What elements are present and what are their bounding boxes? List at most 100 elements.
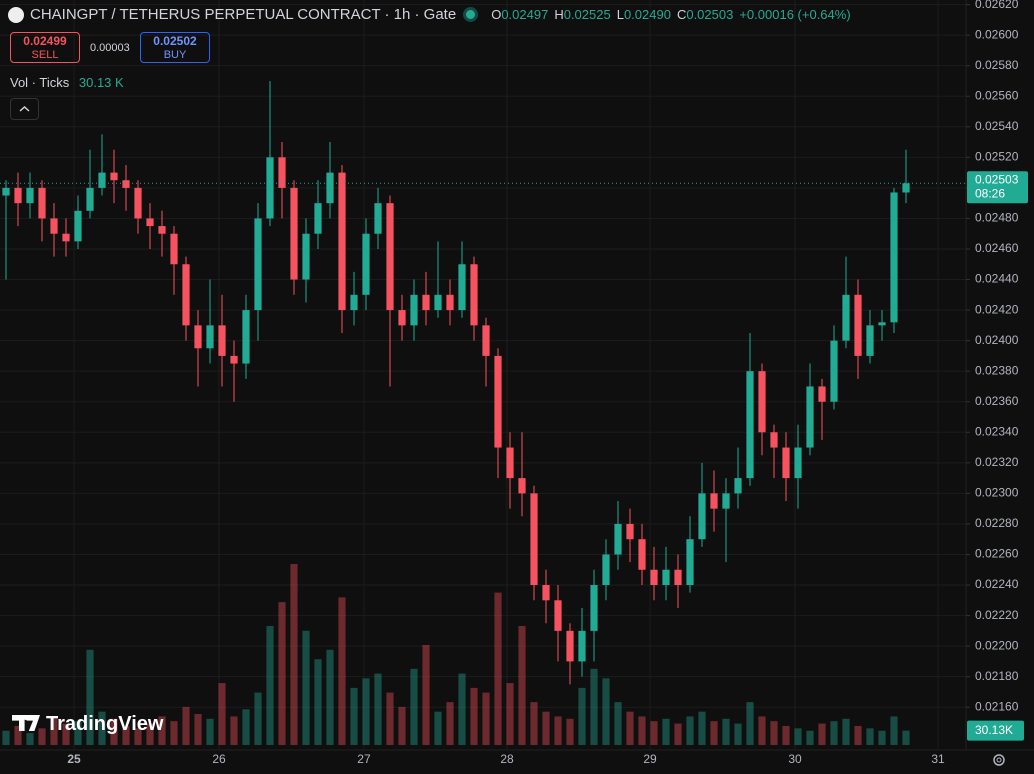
volume-bar <box>614 702 622 745</box>
candle-body <box>158 226 166 234</box>
candle-body <box>146 218 154 227</box>
candle-body <box>698 493 706 540</box>
candle-body <box>326 172 334 204</box>
settings-icon[interactable] <box>993 754 1005 766</box>
volume-badge <box>967 720 1024 741</box>
volume-bar <box>566 718 574 745</box>
symbol-icon <box>8 6 24 23</box>
volume-bar <box>626 711 634 745</box>
collapse-button[interactable] <box>10 98 39 120</box>
y-tick-label: 0.02320 <box>975 455 1019 469</box>
candle-body <box>566 630 574 662</box>
status-dot <box>466 10 476 19</box>
volume-bar <box>62 723 70 745</box>
volume-bar <box>278 602 286 745</box>
candle-body <box>254 218 262 311</box>
candle-body <box>50 218 58 234</box>
volume-bar <box>770 721 778 745</box>
volume-bar <box>878 730 886 745</box>
candle-body <box>194 325 202 349</box>
y-tick-label: 0.02160 <box>975 699 1019 713</box>
price-badge-label: 0.02503 <box>975 172 1019 186</box>
volume-bar <box>314 659 322 745</box>
volume-bar <box>398 706 406 745</box>
candle-body <box>830 340 838 402</box>
candle-body <box>2 187 10 196</box>
volume-bar <box>374 673 382 745</box>
volume-bar <box>98 711 106 745</box>
y-tick-label: 0.02480 <box>975 211 1019 225</box>
volume-bar <box>50 716 58 745</box>
volume-bar <box>254 692 262 745</box>
x-tick-label: 28 <box>500 752 514 766</box>
volume-bar <box>518 625 526 745</box>
candle-body <box>590 585 598 631</box>
candle-body <box>638 539 646 570</box>
volume-bar <box>86 649 94 745</box>
y-tick-label: 0.02600 <box>975 27 1019 41</box>
y-tick-label: 0.02440 <box>975 272 1019 286</box>
volume-bar <box>38 728 46 745</box>
volume-bar <box>290 564 298 745</box>
volume-bar <box>362 678 370 745</box>
candle-body <box>854 294 862 356</box>
candle-body <box>446 294 454 311</box>
candle-body <box>578 630 586 662</box>
candle-body <box>302 233 310 280</box>
volume-bar <box>698 711 706 745</box>
volume-bar <box>266 625 274 745</box>
candle-body <box>110 172 118 181</box>
volume-bar <box>230 716 238 745</box>
candle-body <box>206 325 214 349</box>
volume-bar <box>206 718 214 745</box>
buy-button[interactable]: 0.02502 BUY <box>140 32 210 63</box>
candle-body <box>482 325 490 356</box>
y-tick-label: 0.02520 <box>975 150 1019 164</box>
symbol-title[interactable]: CHAINGPT / TETHERUS PERPETUAL CONTRACT ·… <box>30 6 457 23</box>
volume-bar <box>674 723 682 745</box>
candle-body <box>38 187 46 219</box>
volume-bar <box>722 718 730 745</box>
volume-bar <box>242 709 250 745</box>
candle-body <box>362 233 370 295</box>
y-tick-label: 0.02280 <box>975 516 1019 530</box>
candle-body <box>554 600 562 631</box>
volume-bar <box>854 725 862 745</box>
candle-body <box>902 183 910 193</box>
volume-bar <box>482 692 490 745</box>
volume-title: Vol · Ticks <box>10 75 70 90</box>
candle-body <box>338 172 346 311</box>
brand: TradingView <box>12 713 163 736</box>
candle-body <box>782 447 790 479</box>
volume-bar <box>530 702 538 745</box>
change: +0.00016 (+0.64%) <box>739 7 851 22</box>
price-badge <box>967 171 1028 204</box>
brand-name: TradingView <box>46 713 164 735</box>
candle-body <box>734 478 742 494</box>
candle-body <box>866 325 874 356</box>
volume-bar <box>338 597 346 745</box>
volume-bar <box>746 702 754 745</box>
y-tick-label: 0.02300 <box>975 486 1019 500</box>
ohlc-value: 0.02525 <box>563 7 611 22</box>
volume-bar <box>686 716 694 745</box>
sell-button[interactable]: 0.02499 SELL <box>10 32 80 63</box>
volume-bar <box>542 711 550 745</box>
volume-bar <box>110 718 118 745</box>
y-tick-label: 0.02540 <box>975 119 1019 133</box>
volume-bar <box>866 728 874 745</box>
candle-body <box>758 371 766 433</box>
volume-bar <box>602 678 610 745</box>
volume-bar <box>74 721 82 745</box>
volume-bar <box>890 716 898 745</box>
candle-body <box>614 523 622 555</box>
x-tick-label: 31 <box>931 752 945 766</box>
y-tick-label: 0.02400 <box>975 333 1019 347</box>
volume-bar <box>782 725 790 745</box>
volume-bar <box>818 723 826 745</box>
volume-bar <box>662 718 670 745</box>
candle-body <box>230 355 238 364</box>
candle-body <box>74 210 82 242</box>
candle-body <box>518 478 526 494</box>
